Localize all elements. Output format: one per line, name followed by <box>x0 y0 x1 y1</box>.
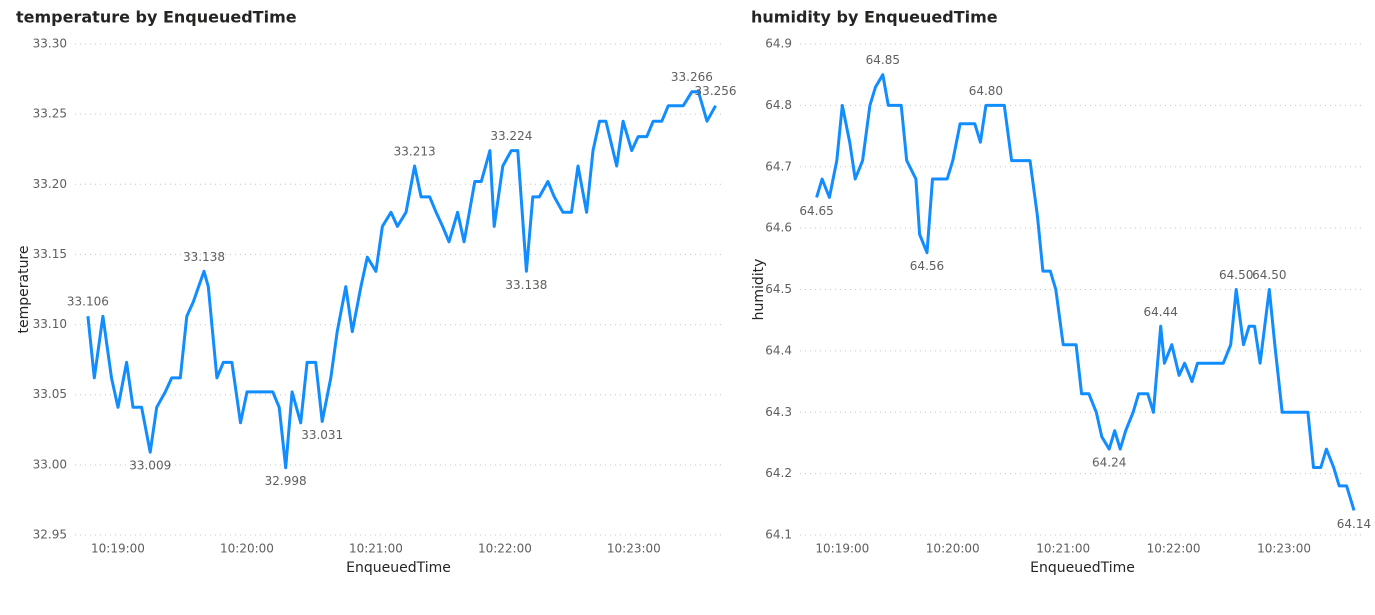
x-axis-title: EnqueuedTime <box>1030 560 1135 576</box>
y-tick-label: 64.9 <box>765 37 792 51</box>
y-tick-label: 33.05 <box>33 387 67 401</box>
y-tick-label: 33.30 <box>33 37 67 51</box>
y-tick-label: 33.25 <box>33 107 67 121</box>
chart-title: temperature by EnqueuedTime <box>16 8 297 27</box>
y-tick-label: 64.3 <box>765 405 792 419</box>
data-label: 64.80 <box>969 84 1003 98</box>
x-axis-title: EnqueuedTime <box>346 560 451 576</box>
data-label: 64.14 <box>1337 517 1371 531</box>
y-axis-title: humidity <box>751 259 767 321</box>
data-label: 64.85 <box>866 53 900 67</box>
x-tick-label: 10:19:00 <box>91 542 145 556</box>
x-tick-label: 10:20:00 <box>220 542 274 556</box>
x-tick-label: 10:21:00 <box>349 542 403 556</box>
y-tick-label: 64.8 <box>765 98 792 112</box>
x-tick-label: 10:22:00 <box>478 542 532 556</box>
y-tick-label: 32.95 <box>33 528 67 542</box>
data-label: 33.213 <box>394 145 436 159</box>
y-tick-label: 64.2 <box>765 466 792 480</box>
y-tick-label: 64.5 <box>765 282 792 296</box>
y-tick-label: 33.15 <box>33 247 67 261</box>
data-label: 64.56 <box>910 259 944 273</box>
line <box>86 90 717 470</box>
x-tick-label: 10:20:00 <box>926 542 980 556</box>
data-label: 64.50 <box>1252 268 1286 282</box>
x-tick-label: 10:19:00 <box>815 542 869 556</box>
chart-title: humidity by EnqueuedTime <box>751 8 998 27</box>
data-label: 64.24 <box>1092 456 1126 470</box>
y-tick-label: 33.10 <box>33 317 67 331</box>
data-label: 33.138 <box>183 250 225 264</box>
data-label: 64.44 <box>1144 305 1178 319</box>
y-tick-label: 64.6 <box>765 221 792 235</box>
data-label: 33.031 <box>301 428 343 442</box>
data-label: 33.106 <box>67 295 109 309</box>
data-label: 33.224 <box>490 129 532 143</box>
data-label: 64.65 <box>799 204 833 218</box>
data-label: 33.256 <box>695 84 737 98</box>
line <box>815 73 1356 511</box>
data-label: 33.266 <box>671 70 713 84</box>
x-tick-label: 10:22:00 <box>1147 542 1201 556</box>
data-label: 33.009 <box>129 459 171 473</box>
x-tick-label: 10:21:00 <box>1036 542 1090 556</box>
x-tick-label: 10:23:00 <box>1257 542 1311 556</box>
y-axis-title: temperature <box>16 246 32 334</box>
y-tick-label: 33.20 <box>33 177 67 191</box>
y-tick-label: 33.00 <box>33 457 67 471</box>
y-tick-label: 64.4 <box>765 343 792 357</box>
data-label: 32.998 <box>265 474 307 488</box>
data-label: 33.138 <box>505 278 547 292</box>
data-label: 64.50 <box>1219 268 1253 282</box>
x-tick-label: 10:23:00 <box>607 542 661 556</box>
y-tick-label: 64.1 <box>765 528 792 542</box>
y-tick-label: 64.7 <box>765 159 792 173</box>
